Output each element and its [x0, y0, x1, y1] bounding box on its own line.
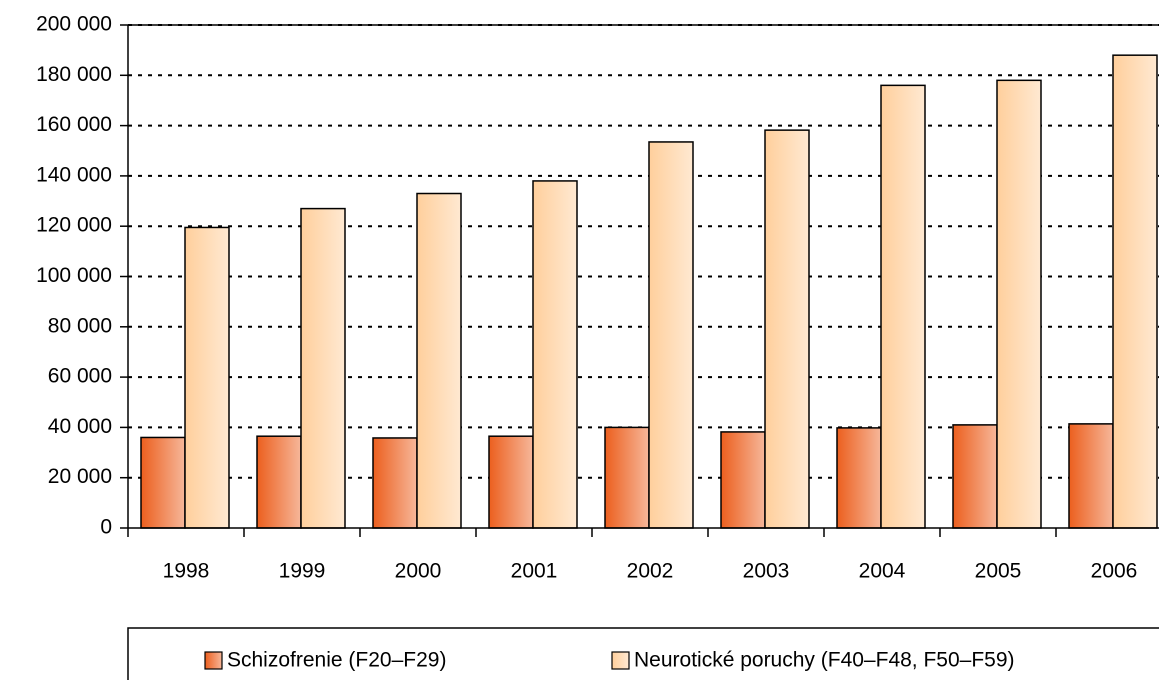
- bar: [1068, 423, 1114, 529]
- bar: [720, 431, 766, 529]
- legend-box: [127, 627, 1159, 680]
- y-tick-label: 200 000: [36, 13, 112, 36]
- legend-label: Schizofrenie (F20–F29): [227, 649, 446, 672]
- x-tick-label: 2000: [395, 560, 442, 583]
- bar: [836, 427, 882, 529]
- y-tick-label: 40 000: [48, 415, 112, 438]
- legend-swatch: [611, 651, 630, 670]
- y-tick-label: 80 000: [48, 314, 112, 337]
- bar: [140, 436, 186, 529]
- x-tick-label: 2001: [511, 560, 558, 583]
- y-tick-label: 20 000: [48, 465, 112, 488]
- x-tick-label: 2005: [975, 560, 1022, 583]
- bar: [1112, 54, 1158, 529]
- bar: [764, 129, 810, 529]
- y-tick-label: 140 000: [36, 163, 112, 186]
- bar: [648, 141, 694, 529]
- x-tick-label: 2006: [1091, 560, 1138, 583]
- y-tick-label: 180 000: [36, 63, 112, 86]
- x-tick-label: 1999: [279, 560, 326, 583]
- bar: [372, 437, 418, 529]
- bar: [416, 192, 462, 529]
- y-tick-label: 0: [100, 516, 112, 539]
- bar: [184, 226, 230, 529]
- y-tick-label: 60 000: [48, 365, 112, 388]
- bar: [604, 426, 650, 529]
- y-tick-label: 120 000: [36, 214, 112, 237]
- bar: [532, 180, 578, 529]
- legend-swatch: [204, 651, 223, 670]
- y-tick-label: 100 000: [36, 264, 112, 287]
- x-tick-label: 1998: [163, 560, 210, 583]
- bar: [952, 424, 998, 529]
- bar: [880, 84, 926, 529]
- x-tick-label: 2004: [859, 560, 906, 583]
- bar: [300, 207, 346, 529]
- x-tick-label: 2002: [627, 560, 674, 583]
- x-tick-label: 2003: [743, 560, 790, 583]
- bar: [488, 435, 534, 529]
- bar: [996, 79, 1042, 529]
- y-tick-label: 160 000: [36, 113, 112, 136]
- legend-label: Neurotické poruchy (F40–F48, F50–F59): [634, 649, 1015, 672]
- bar: [256, 435, 302, 529]
